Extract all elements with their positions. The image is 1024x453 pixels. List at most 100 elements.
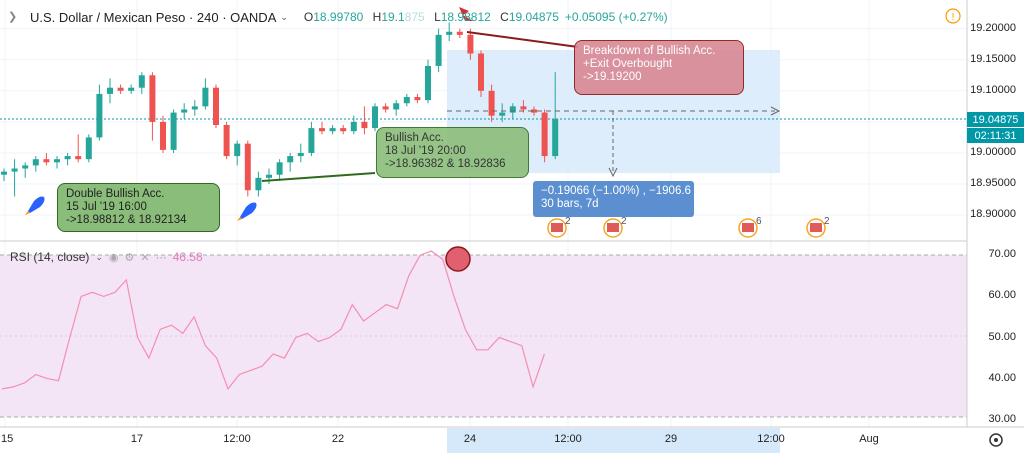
candle-body (1, 171, 7, 175)
time-tick-label: 22 (331, 433, 345, 445)
measure-arrowhead-down (608, 167, 618, 178)
price-tick-label: 18.90000 (970, 208, 1016, 221)
candle-body (64, 156, 71, 160)
eye-icon[interactable]: ◉ (108, 251, 119, 264)
time-tick-label: 29 (664, 433, 678, 445)
ohlc-values: O18.99780 H19.1875 L18.98812 C19.04875 (303, 10, 559, 24)
candle-body (107, 87, 113, 94)
alert-icon[interactable]: ! (945, 8, 961, 24)
candle-body (85, 137, 92, 160)
candle-body (160, 121, 166, 150)
candle-body (340, 128, 347, 132)
us-flag-icon: 2 (547, 216, 571, 238)
candle-body (191, 106, 198, 110)
candle-body (266, 174, 272, 178)
rsi-label[interactable]: RSI (14, close) (10, 250, 90, 264)
rocket-icon (25, 196, 45, 215)
settings-icon[interactable]: ⚙ (124, 251, 135, 264)
close-icon[interactable]: ✕ (140, 251, 150, 264)
rsi-tick-label: 60.00 (988, 289, 1016, 302)
candle-body (531, 109, 537, 113)
collapse-icon[interactable]: ❯ (8, 11, 18, 23)
candle-body (541, 112, 548, 157)
candle-body (478, 53, 484, 91)
time-tick-label: 17 (130, 433, 144, 445)
candle-body (467, 34, 474, 54)
rsi-tick-label: 50.00 (988, 330, 1016, 343)
time-tick-label: Aug (859, 433, 879, 445)
symbol-title[interactable]: U.S. Dollar / Mexican Peso · 240 · OANDA (30, 9, 277, 25)
annotation-double-bullish[interactable]: Double Bullish Acc. 15 Jul '19 16:00 ->1… (57, 183, 220, 232)
flag-icon (459, 7, 473, 21)
candle-body (128, 87, 135, 91)
candle-body (350, 121, 357, 132)
candle-body (43, 159, 50, 163)
candle-body (552, 118, 559, 157)
close-value: 19.04875 (508, 10, 559, 24)
candle-body (244, 143, 251, 191)
chevron-down-icon[interactable]: ⌄ (280, 11, 288, 22)
candle-body (287, 156, 294, 163)
open-value: 18.99780 (313, 10, 364, 24)
candle-body (96, 93, 103, 138)
economic-events: 2 2 6 2 (547, 216, 830, 238)
candle-body (414, 97, 421, 101)
price-tick-label: 19.20000 (970, 21, 1016, 34)
candle-body (456, 31, 463, 35)
rsi-header: RSI (14, close) ⌄ ◉ ⚙ ✕ ⋯ 46.58 (10, 250, 203, 264)
time-tick-label: 15 (1, 433, 14, 445)
time-tick-label: 12:00 (554, 433, 582, 445)
annotation-bullish[interactable]: Bullish Acc. 18 Jul '19 20:00 ->18.96382… (376, 127, 529, 178)
time-tick-label: 12:00 (223, 433, 251, 445)
rsi-tick-label: 40.00 (988, 371, 1016, 384)
rsi-tick-label: 30.00 (988, 412, 1016, 425)
candle-body (54, 159, 60, 163)
high-value-obscured: 875 (404, 10, 425, 24)
candle-body (276, 162, 283, 175)
measure-arrowhead-right (770, 106, 781, 116)
candle-body (509, 106, 516, 113)
candle-body (234, 143, 241, 157)
rsi-tick-label: 70.00 (988, 248, 1016, 261)
annotation-breakdown[interactable]: Breakdown of Bullish Acc. +Exit Overboug… (574, 40, 744, 95)
event-count: 2 (621, 216, 627, 227)
price-tick-label: 19.15000 (970, 52, 1016, 65)
more-icon[interactable]: ⋯ (155, 251, 167, 264)
us-flag-icon: 6 (738, 216, 762, 238)
candle-body (149, 75, 156, 122)
candle-body (488, 90, 495, 116)
candle-body (403, 97, 410, 104)
connector-bullish (261, 172, 376, 182)
candle-body (11, 168, 18, 172)
candle-body (255, 177, 262, 191)
candles-series (1, 22, 559, 197)
candle-body (329, 128, 336, 132)
low-value: 18.98812 (440, 10, 491, 24)
us-flag-icon: 2 (603, 216, 627, 238)
current-price-tag: 19.04875 (967, 112, 1024, 127)
candle-body (393, 103, 400, 110)
candle-body (425, 65, 431, 101)
candle-body (372, 106, 378, 129)
change-value: +0.05095 (+0.27%) (564, 10, 668, 24)
candle-body (22, 165, 29, 169)
candle-body (308, 128, 315, 153)
rsi-value: 46.58 (172, 250, 203, 264)
candle-body (361, 121, 368, 129)
event-count: 2 (824, 216, 830, 227)
candle-body (181, 109, 188, 113)
chart-header: ❯ U.S. Dollar / Mexican Peso · 240 · OAN… (0, 0, 960, 34)
candle-body (319, 128, 325, 132)
gear-icon[interactable] (989, 433, 1003, 447)
price-tick-label: 19.10000 (970, 83, 1016, 96)
rocket-icon (237, 202, 257, 221)
time-tick-label: 24 (463, 433, 477, 445)
time-range-highlight (447, 428, 780, 453)
chevron-down-icon[interactable]: ⌄ (95, 251, 103, 262)
high-value: 19.1 (381, 10, 405, 24)
candle-body (32, 159, 39, 166)
event-count: 2 (565, 216, 571, 227)
candle-body (117, 87, 124, 91)
price-tick-label: 19.00000 (970, 145, 1016, 158)
rsi-line (1, 250, 545, 391)
